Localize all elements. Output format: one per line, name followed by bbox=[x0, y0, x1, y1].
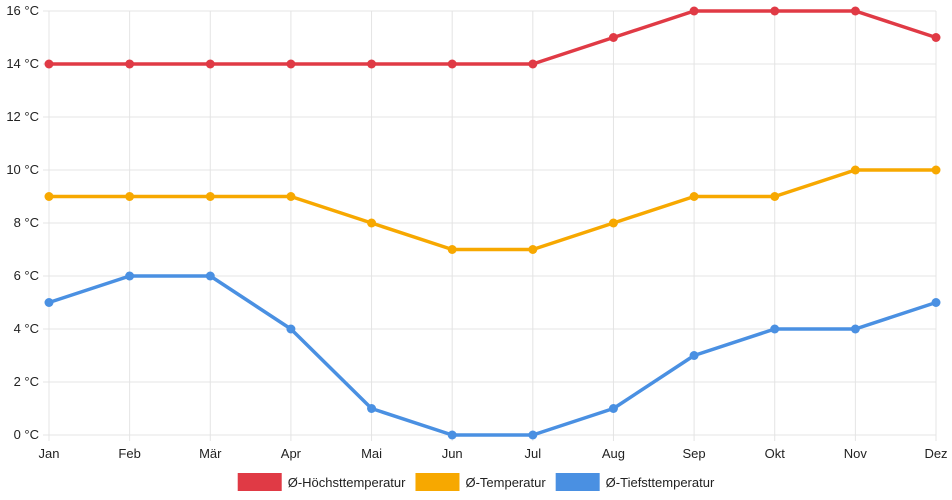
data-point[interactable] bbox=[528, 245, 538, 254]
x-tick-label: Dez bbox=[924, 446, 947, 461]
data-point[interactable] bbox=[205, 271, 215, 281]
x-tick-label: Okt bbox=[765, 446, 786, 461]
x-tick-label: Jun bbox=[442, 446, 463, 461]
x-tick-label: Apr bbox=[281, 446, 302, 461]
y-tick-label: 0 °C bbox=[14, 427, 39, 442]
x-tick-label: Jan bbox=[39, 446, 60, 461]
data-point[interactable] bbox=[689, 6, 699, 16]
legend: Ø-Höchsttemperatur Ø-Temperatur Ø-Tiefstte… bbox=[237, 473, 715, 491]
data-point[interactable] bbox=[205, 192, 215, 201]
data-point[interactable] bbox=[367, 218, 377, 228]
data-point[interactable] bbox=[367, 59, 377, 69]
data-point[interactable] bbox=[286, 192, 296, 201]
legend-label: Ø-Höchsttemperatur bbox=[288, 475, 406, 490]
data-point[interactable] bbox=[447, 245, 457, 254]
y-tick-label: 6 °C bbox=[14, 268, 39, 283]
data-point[interactable] bbox=[770, 192, 780, 201]
legend-swatch bbox=[415, 473, 460, 491]
data-point[interactable] bbox=[931, 298, 941, 307]
data-point[interactable] bbox=[528, 430, 538, 440]
legend-swatch bbox=[555, 473, 600, 491]
data-point[interactable] bbox=[44, 59, 54, 69]
x-tick-label: Mär bbox=[199, 446, 222, 461]
data-point[interactable] bbox=[850, 165, 860, 175]
data-point[interactable] bbox=[689, 351, 699, 360]
data-point[interactable] bbox=[528, 59, 538, 69]
x-tick-label: Nov bbox=[844, 446, 868, 461]
data-point[interactable] bbox=[447, 59, 457, 69]
legend-label: Ø-Tiefsttemperatur bbox=[606, 475, 715, 490]
y-axis: 0 °C 2 °C 4 °C 6 °C 8 °C 10 °C 12 °C 14 °C 16 °C bbox=[6, 3, 39, 442]
data-point[interactable] bbox=[850, 324, 860, 334]
data-point[interactable] bbox=[770, 324, 780, 334]
legend-item[interactable]: Ø-Temperatur bbox=[415, 473, 546, 491]
x-tick-label: Jul bbox=[525, 446, 542, 461]
series-1 bbox=[44, 165, 941, 254]
series-2 bbox=[44, 271, 941, 440]
y-tick-label: 10 °C bbox=[6, 162, 39, 177]
data-point[interactable] bbox=[125, 59, 135, 69]
data-point[interactable] bbox=[608, 218, 618, 228]
data-point[interactable] bbox=[689, 192, 699, 201]
data-point[interactable] bbox=[367, 404, 377, 413]
data-point[interactable] bbox=[125, 271, 135, 281]
y-tick-label: 8 °C bbox=[14, 215, 39, 230]
data-point[interactable] bbox=[286, 59, 296, 69]
series-line bbox=[47, 274, 938, 437]
x-tick-label: Feb bbox=[118, 446, 140, 461]
series-group bbox=[44, 6, 941, 440]
data-point[interactable] bbox=[608, 33, 618, 42]
grid-lines bbox=[43, 10, 937, 441]
series-line bbox=[47, 9, 938, 66]
legend-item[interactable]: Ø-Tiefsttemperatur bbox=[555, 473, 715, 491]
series-0 bbox=[44, 6, 941, 69]
data-point[interactable] bbox=[850, 6, 860, 16]
data-point[interactable] bbox=[931, 33, 941, 42]
legend-label: Ø-Temperatur bbox=[465, 475, 546, 490]
legend-item[interactable]: Ø-Höchsttemperatur bbox=[237, 473, 406, 491]
y-tick-label: 2 °C bbox=[14, 374, 39, 389]
y-tick-label: 12 °C bbox=[6, 109, 39, 124]
series-line bbox=[47, 168, 938, 252]
x-tick-label: Sep bbox=[683, 446, 706, 461]
data-point[interactable] bbox=[205, 59, 215, 69]
y-tick-label: 16 °C bbox=[6, 3, 39, 18]
legend-swatch bbox=[237, 473, 282, 491]
data-point[interactable] bbox=[44, 192, 54, 201]
y-tick-label: 4 °C bbox=[14, 321, 39, 336]
data-point[interactable] bbox=[931, 165, 941, 175]
x-axis: Jan Feb Mär Apr Mai Jun Jul Aug Sep Okt Nov Dez bbox=[39, 446, 948, 461]
data-point[interactable] bbox=[608, 404, 618, 413]
data-point[interactable] bbox=[447, 430, 457, 440]
data-point[interactable] bbox=[770, 6, 780, 16]
y-tick-label: 14 °C bbox=[6, 56, 39, 71]
x-tick-label: Mai bbox=[361, 446, 382, 461]
data-point[interactable] bbox=[44, 298, 54, 307]
data-point[interactable] bbox=[286, 324, 296, 334]
x-tick-label: Aug bbox=[602, 446, 625, 461]
data-point[interactable] bbox=[125, 192, 135, 201]
